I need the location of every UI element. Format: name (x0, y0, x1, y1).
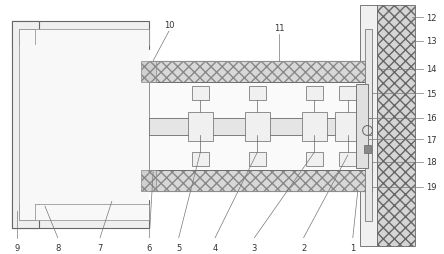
Text: 17: 17 (427, 135, 437, 144)
Text: 2: 2 (301, 243, 306, 252)
Text: 15: 15 (427, 89, 437, 98)
Bar (141, 61, 156, 83)
Bar (187, 112, 213, 142)
Bar (12, 22, 39, 228)
Text: 18: 18 (427, 158, 437, 167)
Bar (12, 22, 149, 50)
Bar (360, 6, 377, 246)
Bar (149, 83, 373, 170)
Bar (35, 46, 149, 204)
Text: 11: 11 (274, 24, 284, 33)
Bar (335, 112, 361, 142)
Bar (20, 30, 149, 46)
Text: 3: 3 (252, 243, 257, 252)
Bar (377, 6, 415, 246)
Bar (12, 200, 149, 228)
Bar (20, 30, 35, 220)
Text: 13: 13 (427, 37, 437, 46)
Bar (301, 112, 327, 142)
Text: 10: 10 (164, 21, 174, 30)
Text: 14: 14 (427, 65, 437, 74)
Text: 19: 19 (427, 182, 437, 191)
Text: 7: 7 (97, 243, 103, 252)
Text: 16: 16 (427, 114, 437, 123)
Bar (339, 87, 357, 101)
Text: 8: 8 (55, 243, 60, 252)
Bar (356, 85, 368, 168)
Bar (249, 87, 266, 101)
Text: 9: 9 (15, 243, 20, 252)
Text: 6: 6 (147, 243, 152, 252)
Text: 5: 5 (176, 243, 181, 252)
Bar (365, 30, 373, 221)
Bar (245, 112, 270, 142)
Bar (305, 87, 323, 101)
Bar (305, 152, 323, 166)
Bar (364, 146, 372, 153)
Bar (249, 152, 266, 166)
Text: 4: 4 (213, 243, 218, 252)
Bar (191, 152, 209, 166)
Text: 12: 12 (427, 14, 437, 23)
Bar (191, 87, 209, 101)
Bar (149, 170, 373, 192)
Bar (149, 61, 373, 83)
Bar (20, 204, 149, 220)
Bar (339, 152, 357, 166)
Bar (149, 118, 373, 136)
Text: 1: 1 (350, 243, 355, 252)
Bar (141, 170, 156, 192)
